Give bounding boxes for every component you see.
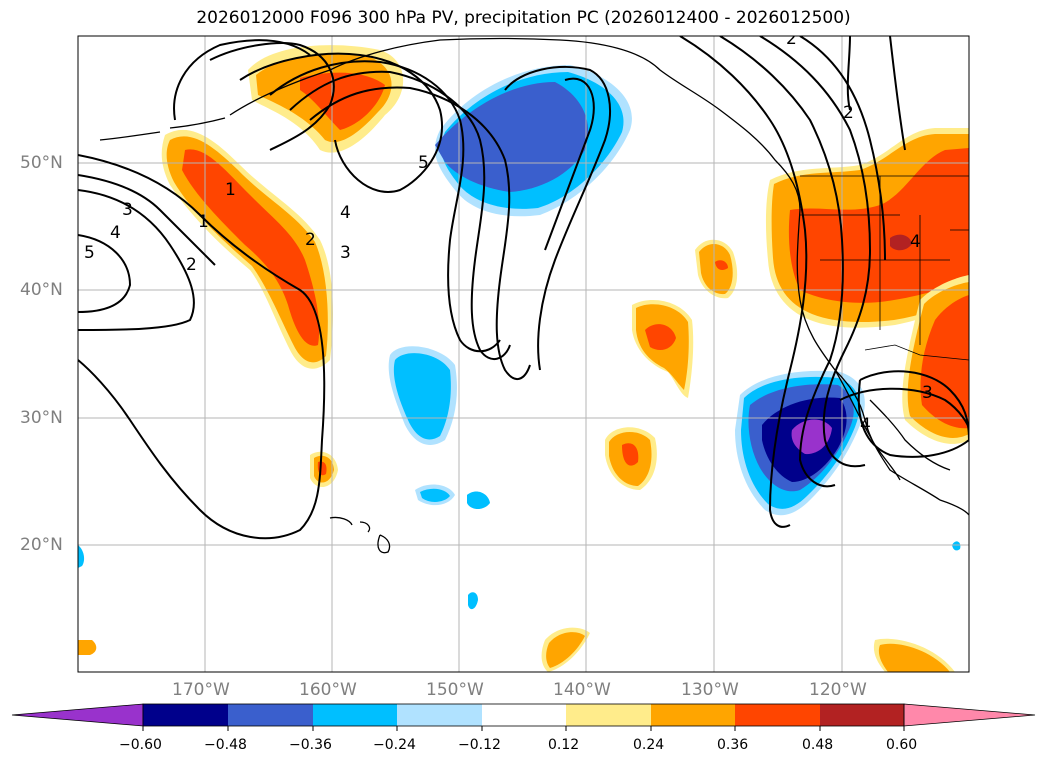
pv-label: 5 (84, 243, 95, 263)
pv-label: 5 (418, 153, 429, 173)
precip-strong-westus (788, 148, 969, 303)
pv-contour-trough-1 (679, 36, 808, 528)
colorbar-tick-label: −0.48 (204, 737, 247, 753)
colorbar-tick-label: 0.60 (886, 737, 918, 753)
colorbar (11, 703, 1036, 731)
pv-label: 2 (786, 29, 797, 49)
precip-positive-cell5-inner (546, 632, 585, 668)
pv-label: 3 (340, 243, 351, 263)
hawaii (329, 516, 391, 554)
pv-contour-main-d (289, 70, 511, 360)
colorbar-tick-label: −0.12 (458, 737, 501, 753)
pv-label: 2 (843, 103, 854, 123)
pv-contour-main-c (269, 60, 501, 353)
colorbar-extend-low (11, 703, 144, 727)
pv-contour-3-west (78, 189, 195, 331)
pv-contour-1 (78, 174, 216, 266)
precip-strong-cell2 (715, 260, 728, 270)
coast-gulf-california (869, 399, 951, 471)
colorbar-frame (142, 703, 905, 727)
colorbar-tick-label: 0.48 (802, 737, 834, 753)
pv-contour-2-west (78, 154, 326, 540)
lon-label-130w: 130°W (681, 680, 739, 700)
pv-label: 1 (198, 212, 209, 232)
pv-label: 3 (922, 383, 933, 403)
lon-label-120w: 120°W (809, 680, 867, 700)
colorbar-bin (228, 704, 313, 726)
colorbar-tick-label: −0.60 (119, 737, 162, 753)
pv-contour-east-2b (839, 387, 969, 431)
colorbar-tick-label: 0.24 (633, 737, 665, 753)
precip-positive-cell7-inner (878, 643, 950, 672)
colorbar-tick-label: −0.24 (373, 737, 416, 753)
colorbar-bin (313, 704, 397, 726)
lat-label-30n: 30°N (20, 408, 63, 428)
lat-label-20n: 20°N (20, 535, 63, 555)
colorbar-bin (143, 704, 228, 726)
lon-label-150w: 150°W (426, 680, 484, 700)
colorbar-extend-high (903, 703, 1036, 727)
pv-contour-trough-3 (759, 36, 872, 468)
precip-negative-small3 (468, 592, 478, 610)
pv-contour-main-b (239, 52, 443, 193)
precip-negative-small2 (467, 491, 490, 510)
precip-strong-cell1 (645, 324, 676, 350)
pv-label: 4 (110, 223, 121, 243)
pv-contour-north-2 (846, 36, 851, 111)
precip-strong-cell3 (622, 443, 639, 466)
pv-contour-main-a (173, 39, 311, 121)
lat-label-50n: 50°N (20, 153, 63, 173)
precip-positive-cell2-inner (699, 244, 733, 295)
colorbar-tick-label: 0.36 (717, 737, 749, 753)
colorbar-bin (651, 704, 735, 726)
pv-contour-4-west (78, 234, 132, 313)
precip-positive-cell6 (78, 640, 97, 655)
pv-label: 4 (910, 232, 921, 252)
plot-frame (77, 35, 970, 673)
map-title: 2026012000 F096 300 hPa PV, precipitatio… (196, 8, 851, 28)
pv-label: 2 (305, 230, 316, 250)
colorbar-bin (482, 704, 566, 726)
pv-label: 2 (186, 255, 197, 275)
pv-contours (78, 36, 969, 540)
pv-label: 4 (340, 203, 351, 223)
colorbar-bin (397, 704, 482, 726)
pv-label: 4 (860, 415, 871, 435)
colorbar-bin (820, 704, 904, 726)
lon-label-160w: 160°W (299, 680, 357, 700)
colorbar-bin (566, 704, 651, 726)
pv-contour-trough-2 (719, 36, 844, 488)
lon-label-170w: 170°W (172, 680, 230, 700)
lon-label-140w: 140°W (553, 680, 611, 700)
aleutians (99, 117, 226, 141)
precip-negative-central-light (393, 353, 451, 440)
colorbar-bin (735, 704, 820, 726)
map-plot-area: 1 1 2 2 3 3 4 4 4 5 5 2 2 3 4 (78, 29, 969, 672)
colorbar-tick-label: −0.36 (289, 737, 332, 753)
border-us-mexico (864, 344, 969, 361)
coast-westus (796, 209, 969, 516)
pv-contour-main-e (309, 86, 531, 380)
precip-shading (78, 45, 969, 672)
precip-negative-gulf-mid (435, 82, 589, 192)
pv-contour-east-2 (544, 77, 595, 251)
pv-label: 3 (122, 200, 133, 220)
precip-negative-small1-inner (420, 488, 450, 502)
precip-negative-tiny (952, 541, 961, 551)
pv-contour-labels: 1 1 2 2 3 3 4 4 4 5 5 2 2 3 4 (84, 29, 933, 435)
lat-label-40n: 40°N (20, 280, 63, 300)
pv-contour-north-border (889, 36, 906, 151)
pv-contour-east-1 (504, 66, 611, 371)
pv-contour-trough-4 (799, 36, 886, 261)
precip-strong-band (182, 149, 320, 346)
precip-negative-edge (78, 545, 85, 568)
precip-darkest-westus (890, 234, 912, 251)
colorbar-tick-label: 0.12 (548, 737, 580, 753)
pv-label: 1 (225, 180, 236, 200)
